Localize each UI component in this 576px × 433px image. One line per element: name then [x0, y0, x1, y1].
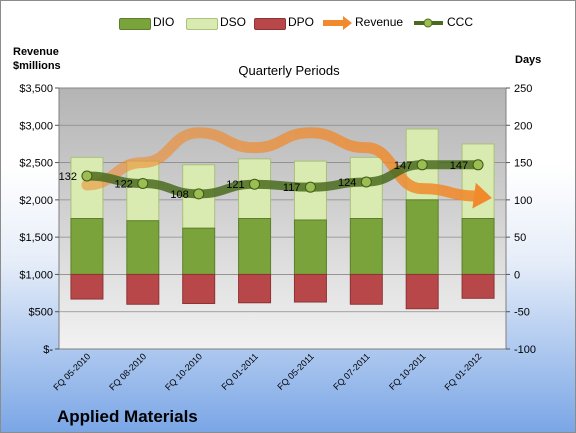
legend-label-dio: DIO — [153, 15, 175, 29]
x-axis-tick-label: FQ 08-2010 — [107, 351, 148, 392]
bar-dio — [461, 218, 495, 275]
bar-dio — [293, 219, 327, 275]
bar-dso — [349, 156, 383, 219]
ccc-point — [249, 178, 261, 190]
left-axis-tick-label: $- — [43, 344, 53, 356]
left-axis-tick-label: $1,000 — [19, 269, 53, 281]
bar-dio — [70, 218, 104, 275]
ccc-data-label: 117 — [283, 182, 301, 194]
bar-dpo — [405, 273, 439, 310]
ccc-line — [82, 160, 483, 199]
chart-legend: DIO DSO DPO Revenue CCC — [1, 11, 575, 35]
right-axis-tick-label: -100 — [514, 344, 536, 356]
x-axis-tick-label: FQ 01-2012 — [442, 351, 483, 392]
legend-swatch-dso — [186, 18, 218, 30]
bar-dso — [126, 160, 160, 222]
right-axis-tick-label: -50 — [514, 307, 530, 319]
legend-arrow-icon — [323, 16, 352, 30]
right-axis-tick-label: 50 — [514, 232, 526, 244]
right-axis-tick-label: 200 — [514, 120, 532, 132]
ccc-point — [304, 181, 316, 193]
revenue-arrowhead — [472, 182, 492, 209]
bar-dio — [238, 218, 272, 275]
x-axis-tick-label: FQ 05-2010 — [51, 351, 92, 392]
ccc-point — [137, 177, 149, 189]
ccc-data-label: 108 — [170, 189, 188, 201]
left-axis-tick-label: $1,500 — [19, 232, 53, 244]
ccc-point — [360, 176, 372, 188]
left-axis-tick-label: $2,500 — [19, 158, 53, 170]
ccc-data-label: 147 — [394, 160, 412, 172]
bar-dio — [126, 220, 160, 275]
ccc-point — [193, 188, 205, 200]
left-axis-tick-label: $3,500 — [19, 83, 53, 95]
ccc-data-label: 132 — [59, 171, 77, 183]
ccc-data-label: 124 — [338, 177, 356, 189]
left-axis-tick-label: $3,000 — [19, 120, 53, 132]
x-axis-tick-label: FQ 10-2010 — [163, 351, 204, 392]
legend-swatch-dpo — [254, 18, 286, 30]
bar-dso — [461, 143, 495, 219]
ccc-point — [81, 170, 93, 182]
bar-dpo — [182, 273, 216, 305]
right-axis-tick-label: 150 — [514, 158, 532, 170]
right-axis-tick-label: 100 — [514, 195, 532, 207]
legend-label-revenue: Revenue — [355, 15, 404, 29]
legend-label-dpo: DPO — [288, 15, 315, 29]
bar-dpo — [238, 273, 272, 304]
right-axis-tick-label: 250 — [514, 83, 532, 95]
bar-dio — [405, 199, 439, 275]
revenue-line — [81, 127, 484, 202]
x-axis-tick-label: FQ 10-2011 — [387, 351, 428, 392]
legend-label-dso: DSO — [220, 15, 247, 29]
left-axis-title-line-1: Revenue — [13, 46, 59, 58]
ccc-point — [472, 159, 484, 171]
company-name: Applied Materials — [57, 407, 198, 426]
left-axis-tick-label: $2,000 — [19, 195, 53, 207]
right-axis-tick-label: 0 — [514, 269, 520, 281]
bar-dio — [182, 227, 216, 275]
bar-dpo — [70, 273, 104, 300]
left-axis-title: Revenue $millions — [13, 45, 61, 73]
bar-dpo — [293, 273, 327, 303]
ccc-point — [416, 159, 428, 171]
chart-subtitle: Quarterly Periods — [238, 63, 340, 78]
plot-area — [58, 87, 507, 350]
legend-label-ccc: CCC — [447, 15, 473, 29]
bar-dpo — [461, 273, 495, 299]
left-axis-title-line-2: $millions — [13, 60, 61, 72]
legend-line-dot-icon — [414, 18, 443, 28]
ccc-data-label: 122 — [114, 178, 132, 190]
x-axis-tick-label: FQ 05-2011 — [275, 351, 316, 392]
bar-dpo — [126, 273, 160, 305]
bar-dpo — [349, 273, 383, 305]
left-axis-tick-label: $500 — [29, 307, 53, 319]
ccc-data-label: 147 — [450, 160, 468, 172]
x-axis-tick-label: FQ 07-2011 — [331, 351, 372, 392]
bar-dio — [349, 218, 383, 275]
legend-swatch-dio — [119, 18, 151, 30]
x-axis-tick-label: FQ 01-2011 — [219, 351, 260, 392]
ccc-data-label: 121 — [226, 179, 244, 191]
right-axis-title: Days — [515, 54, 542, 66]
